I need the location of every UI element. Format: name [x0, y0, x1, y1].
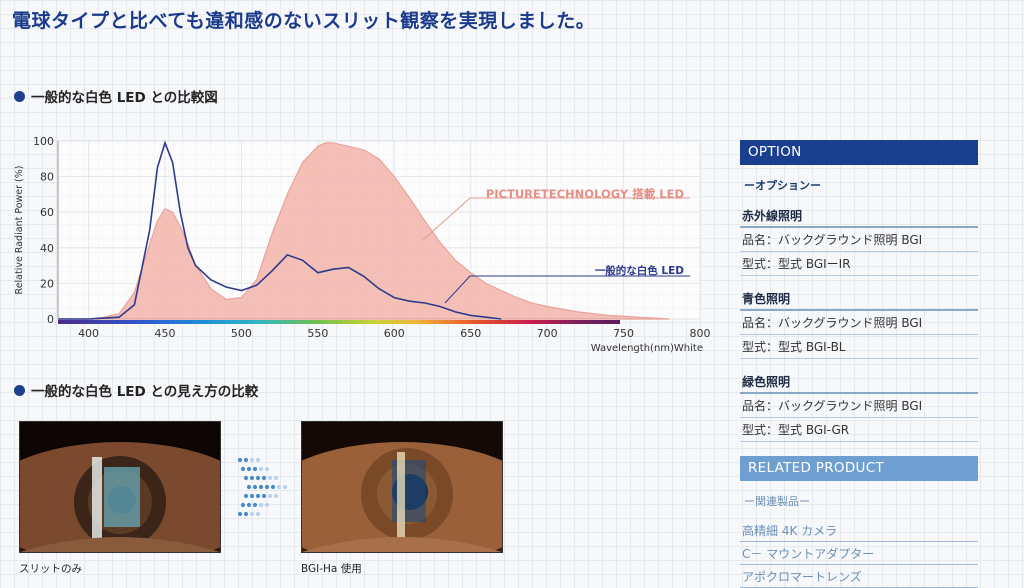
eye-photo-bgi-ha: [262, 421, 542, 566]
option-product-name: 品名：バックグラウンド照明 BGI: [740, 394, 978, 418]
arrow-dot: [255, 475, 261, 481]
x-tick-label: 800: [690, 327, 711, 340]
series-area-picturetechnology-led: [58, 142, 670, 320]
option-header: OPTION: [740, 140, 978, 165]
y-axis-label: Relative Radiant Power (%): [14, 166, 25, 295]
annotation-white-led: 一般的な白色 LED: [595, 264, 685, 277]
arrow-dot: [243, 511, 249, 517]
arrow-dot: [264, 466, 270, 472]
arrow-dot: [258, 502, 264, 508]
arrow-dot: [243, 457, 249, 463]
y-tick-label: 100: [33, 135, 54, 148]
arrow-dot: [264, 484, 270, 490]
x-tick-label: 450: [155, 327, 176, 340]
eye-image-slit-only: [0, 422, 260, 566]
arrow-dot: [255, 511, 261, 517]
x-tick-label: 400: [78, 327, 99, 340]
x-tick-label: 700: [537, 327, 558, 340]
section-title-appearance-comparison: 一般的な白色 LED との見え方の比較: [14, 380, 258, 400]
arrow-dot: [258, 466, 264, 472]
section2-title-text: 一般的な白色 LED との見え方の比較: [31, 384, 259, 400]
arrow-dot: [252, 466, 258, 472]
spectrum-chart: 0 20 40 60 80 100 400 450 500 550 600 650 700 750 800 W…: [14, 135, 711, 354]
arrow-dot: [237, 511, 243, 517]
arrow-dot: [255, 457, 261, 463]
annotation-leader-white-led: [444, 275, 690, 304]
related-item-link[interactable]: C－ マウントアダプター: [740, 542, 978, 565]
wavelength-color-bar: [58, 320, 620, 324]
x-tick-label: 750: [613, 327, 634, 340]
arrow-dot: [258, 484, 264, 490]
section-title-comparison-chart: 一般的な白色 LED との比較図: [14, 86, 218, 106]
chevron-right-icon: [237, 457, 288, 517]
option-product-model: 型式：型式 BGI-GR: [740, 418, 978, 442]
arrow-dot: [261, 475, 267, 481]
arrow-dot: [255, 493, 261, 499]
x-tick-label: 500: [231, 327, 252, 340]
annotation-picturetechnology-led: PICTURETECHNOLOGY 搭載 LED: [486, 187, 684, 201]
x-axis-label: Wavelength(nm)White: [591, 343, 703, 354]
bullet-dot-icon: [14, 90, 25, 102]
option-product-model: 型式：型式 BGIーIR: [740, 252, 978, 276]
arrow-dot: [249, 457, 255, 463]
related-product-header: RELATED PRODUCT: [740, 456, 978, 481]
arrow-dot: [273, 493, 279, 499]
caption-slit-only: スリットのみ: [19, 563, 82, 575]
option-product-model: 型式：型式 BGI-BL: [740, 335, 978, 359]
arrow-dot: [246, 484, 252, 490]
arrow-dot: [261, 493, 267, 499]
arrow-dot: [249, 511, 255, 517]
option-group-title: 緑色照明: [740, 369, 978, 394]
eye-photo-slit-only: [0, 421, 260, 566]
axes-layer: [57, 141, 620, 324]
x-tick-label: 550: [307, 327, 328, 340]
arrow-dot: [249, 475, 255, 481]
arrow-dot: [273, 475, 279, 481]
arrow-dot: [252, 484, 258, 490]
arrow-dot: [282, 484, 288, 490]
related-item-link[interactable]: 高精細 4K カメラ: [740, 519, 978, 542]
eye-image-bgi-ha: [262, 422, 542, 566]
related-subtitle: ー関連製品ー: [744, 495, 810, 508]
y-tick-label: 20: [40, 277, 54, 290]
arrow-dot: [252, 502, 258, 508]
page-headline: 電球タイプと比べても違和感のないスリット観察を実現しました。: [12, 10, 596, 32]
arrow-dot: [237, 457, 243, 463]
arrow-dot: [246, 466, 252, 472]
option-product-name: 品名：バックグラウンド照明 BGI: [740, 311, 978, 335]
arrow-dot: [267, 475, 273, 481]
y-tick-label: 80: [40, 171, 54, 184]
arrow-dot: [240, 502, 246, 508]
option-subtitle: ーオプションー: [744, 179, 821, 192]
arrow-dot: [240, 466, 246, 472]
y-tick-label: 0: [47, 313, 54, 326]
x-tick-label: 600: [384, 327, 405, 340]
arrow-dot: [264, 502, 270, 508]
option-group-title: 赤外線照明: [740, 203, 978, 228]
arrow-dot: [267, 493, 273, 499]
caption-bgi-ha: BGI-Ha 使用: [301, 563, 362, 575]
series-line-white-led: [58, 140, 502, 320]
arrow-dot: [249, 493, 255, 499]
option-product-name: 品名：バックグラウンド照明 BGI: [740, 228, 978, 252]
y-tick-label: 40: [40, 242, 54, 255]
option-panel: OPTION ーオプションー 赤外線照明 品名：バックグラウンド照明 BGI 型…: [740, 140, 978, 588]
arrow-dot: [243, 475, 249, 481]
arrow-dot: [276, 484, 282, 490]
label-layer: 0 20 40 60 80 100 400 450 500 550 600 650 700 750 800 W…: [14, 135, 711, 354]
arrow-dot: [243, 493, 249, 499]
annotation-leader-picturetechnology: [422, 197, 690, 241]
bullet-dot-icon: [14, 384, 25, 396]
section1-title-text: 一般的な白色 LED との比較図: [31, 90, 218, 106]
y-tick-label: 60: [40, 206, 54, 219]
x-tick-label: 650: [460, 327, 481, 340]
arrow-dot: [270, 484, 276, 490]
series-layer: [58, 140, 670, 320]
option-group-title: 青色照明: [740, 286, 978, 311]
arrow-dot: [246, 502, 252, 508]
